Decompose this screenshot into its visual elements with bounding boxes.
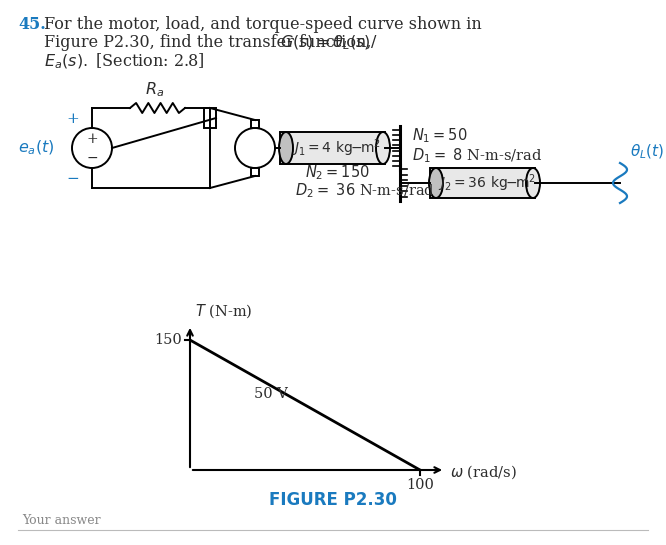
Text: +: +	[67, 112, 79, 126]
Text: 100: 100	[406, 478, 434, 492]
Text: $D_1 =\ 8$ N-m-s/rad: $D_1 =\ 8$ N-m-s/rad	[412, 147, 543, 165]
Text: $\theta_L(t)$: $\theta_L(t)$	[630, 143, 664, 161]
Ellipse shape	[526, 168, 540, 198]
Text: $T$ (N-m): $T$ (N-m)	[195, 302, 252, 320]
Text: $e_a(t)$: $e_a(t)$	[18, 139, 55, 157]
Ellipse shape	[429, 168, 443, 198]
Ellipse shape	[376, 132, 390, 164]
Text: $J_1 = 4\ \mathrm{kg\!\!-\!\!m}^2$: $J_1 = 4\ \mathrm{kg\!\!-\!\!m}^2$	[292, 137, 381, 159]
FancyBboxPatch shape	[430, 168, 535, 198]
Text: For the motor, load, and torque-speed curve shown in: For the motor, load, and torque-speed cu…	[44, 16, 482, 33]
Text: $G(s) = \theta_L(s)/$: $G(s) = \theta_L(s)/$	[280, 34, 378, 52]
Text: $E_a(s).$ [Section: 2.8]: $E_a(s).$ [Section: 2.8]	[44, 52, 205, 71]
Text: $-$: $-$	[67, 170, 79, 184]
Text: 50 V: 50 V	[254, 387, 288, 401]
Circle shape	[235, 128, 275, 168]
FancyBboxPatch shape	[280, 132, 385, 164]
Text: FIGURE P2.30: FIGURE P2.30	[269, 491, 397, 509]
Text: $R_a$: $R_a$	[145, 80, 165, 99]
Text: Your answer: Your answer	[22, 513, 101, 526]
Text: 150: 150	[155, 333, 182, 347]
Text: $-$: $-$	[86, 150, 98, 164]
Text: $N_1 = 50$: $N_1 = 50$	[412, 126, 468, 146]
Text: Figure P2.30, find the transfer function,: Figure P2.30, find the transfer function…	[44, 34, 372, 51]
Text: $J_2 = 36\ \mathrm{kg\!\!-\!\!m}^2$: $J_2 = 36\ \mathrm{kg\!\!-\!\!m}^2$	[438, 172, 535, 194]
Text: $N_2 = 150$: $N_2 = 150$	[305, 164, 370, 183]
FancyBboxPatch shape	[251, 120, 259, 128]
Text: 45.: 45.	[18, 16, 46, 33]
Text: $\omega$ (rad/s): $\omega$ (rad/s)	[450, 463, 517, 481]
FancyBboxPatch shape	[251, 168, 259, 176]
Text: $D_2 =\ 36$ N-m-s/rad: $D_2 =\ 36$ N-m-s/rad	[295, 181, 435, 201]
Ellipse shape	[279, 132, 293, 164]
Text: +: +	[86, 132, 98, 146]
